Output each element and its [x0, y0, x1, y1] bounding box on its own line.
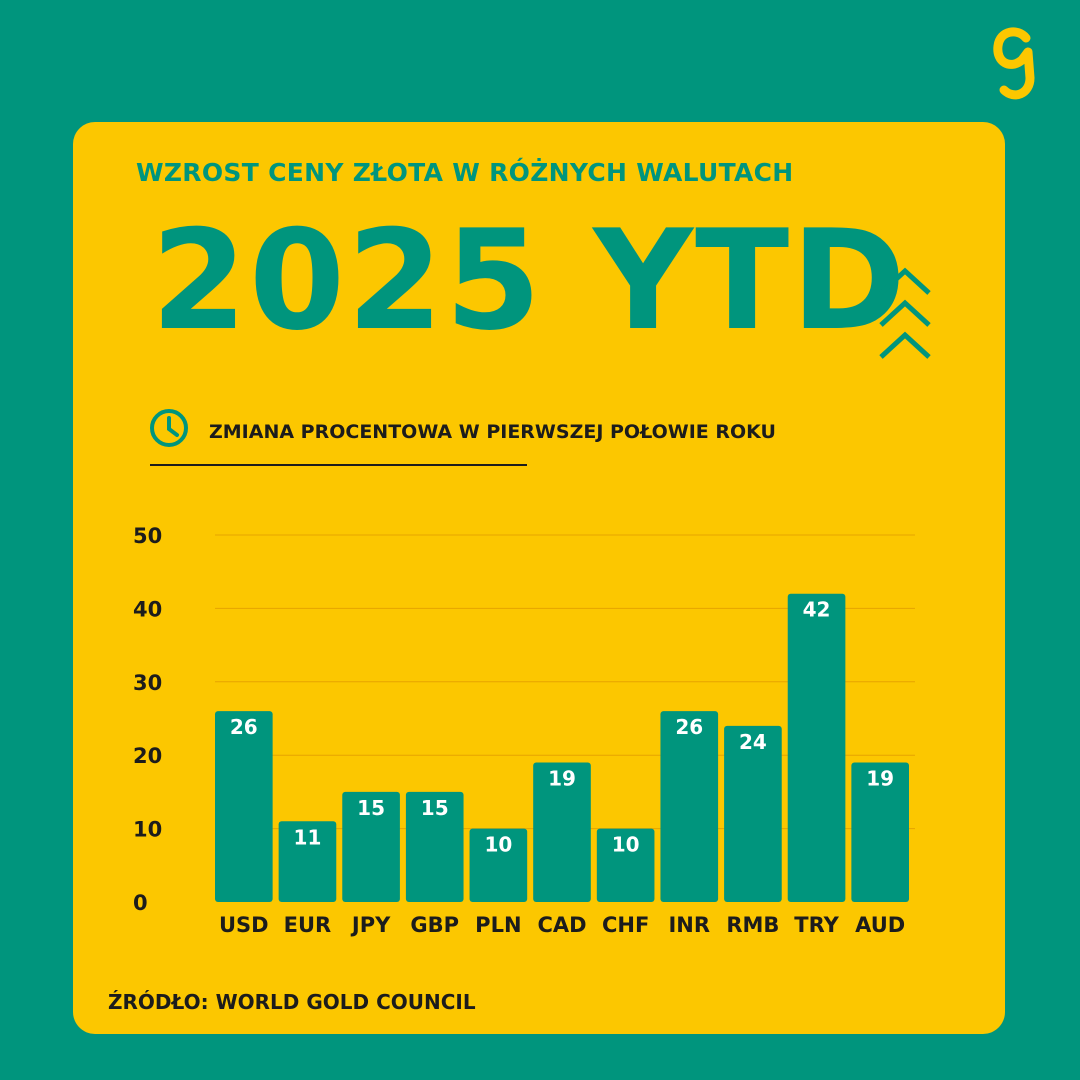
y-tick-label: 50 [133, 524, 162, 548]
y-tick-label: 30 [133, 671, 162, 695]
data-label: 24 [739, 730, 767, 754]
subtitle: WZROST CENY ZŁOTA W RÓŻNYCH WALUTACH [136, 158, 794, 187]
data-label: 19 [548, 767, 576, 791]
x-tick-label: USD [219, 913, 269, 937]
y-tick-label: 40 [133, 597, 162, 621]
data-label: 10 [484, 833, 512, 857]
y-tick-label: 20 [133, 744, 162, 768]
bar [533, 762, 591, 902]
infographic-card: WZROST CENY ZŁOTA W RÓŻNYCH WALUTACH 202… [73, 122, 1005, 1034]
data-label: 10 [612, 833, 640, 857]
x-tick-label: GBP [410, 913, 459, 937]
data-label: 15 [357, 796, 385, 820]
data-label: 19 [866, 767, 894, 791]
x-tick-label: EUR [284, 913, 332, 937]
y-tick-label: 10 [133, 818, 162, 842]
x-tick-label: INR [668, 913, 710, 937]
bar [215, 711, 273, 902]
x-tick-label: JPY [350, 913, 391, 937]
data-label: 42 [803, 598, 831, 622]
divider [150, 464, 527, 466]
x-tick-label: CHF [602, 913, 649, 937]
triple-chevron-up-icon [879, 267, 931, 359]
bar [851, 762, 909, 902]
bar [787, 593, 846, 902]
g-logo-icon [993, 27, 1035, 100]
bar-chart: 0 10 20 30 40 50 26 USD 11 EUR 15 JPY 15 GBP 10 PLN 19 CA… [133, 524, 915, 937]
bar [660, 711, 719, 902]
x-tick-label: AUD [855, 913, 905, 937]
x-tick-label: PLN [475, 913, 521, 937]
y-tick-label: 0 [133, 891, 148, 915]
bar [724, 725, 782, 902]
bar [278, 821, 337, 902]
page-title: 2025 YTD [151, 200, 908, 361]
chart-caption: ZMIANA PROCENTOWA W PIERWSZEJ POŁOWIE RO… [209, 421, 776, 443]
bar [342, 791, 400, 902]
bar [405, 791, 464, 902]
data-label: 26 [230, 715, 258, 739]
x-tick-label: CAD [537, 913, 586, 937]
x-tick-label: TRY [794, 913, 839, 937]
data-label: 15 [421, 796, 449, 820]
clock-icon [150, 409, 188, 447]
source-note: ŹRÓDŁO: WORLD GOLD COUNCIL [108, 990, 476, 1014]
data-label: 11 [294, 825, 322, 849]
x-tick-label: RMB [726, 913, 779, 937]
data-label: 26 [675, 715, 703, 739]
bar [469, 828, 528, 902]
bar [596, 828, 655, 902]
